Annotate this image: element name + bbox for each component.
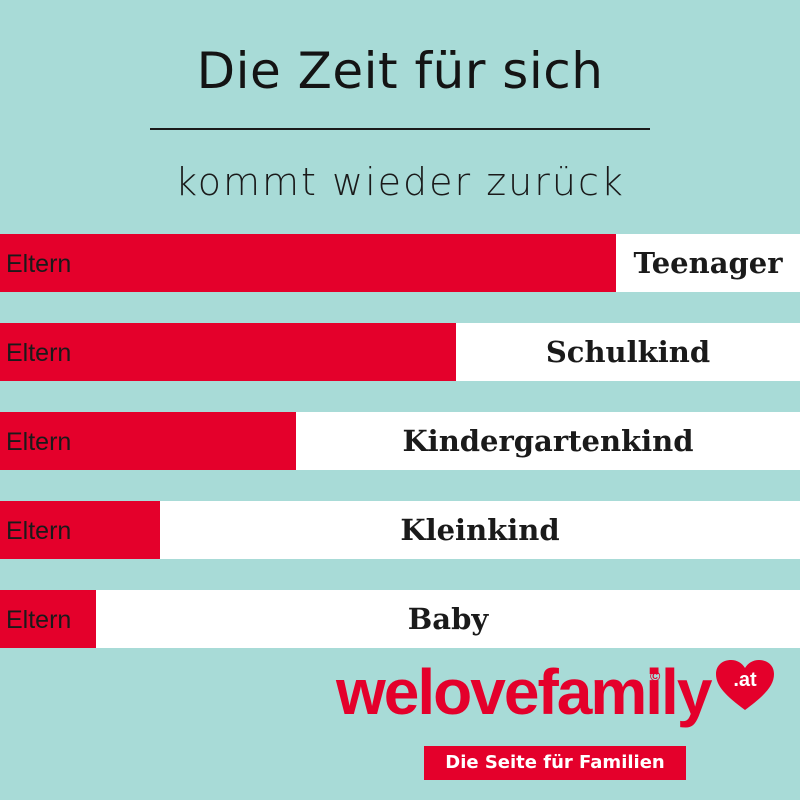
copyright-symbol: © <box>650 668 661 684</box>
heart-icon: .at <box>716 660 774 710</box>
bar-eltern-segment <box>0 501 160 559</box>
bar-eltern-segment <box>0 412 296 470</box>
bar-label-eltern: Eltern <box>6 517 71 545</box>
logo-domain: .at <box>733 669 757 691</box>
page-subtitle: kommt wieder zurück <box>175 160 625 204</box>
logo-wordmark: welovefamily <box>336 656 712 728</box>
bar-eltern-segment <box>0 590 96 648</box>
bar-label-category: Kindergartenkind <box>402 424 693 458</box>
bar-eltern-segment <box>0 234 616 292</box>
bar-label-eltern: Eltern <box>6 428 71 456</box>
bar-child-segment <box>0 590 800 648</box>
bar-label-eltern: Eltern <box>6 606 71 634</box>
brand-logo: welovefamily © .at Die Seite für Familie… <box>336 660 786 790</box>
bar-label-eltern: Eltern <box>6 339 71 367</box>
bar-label-category: Kleinkind <box>400 513 559 547</box>
bar-label-eltern: Eltern <box>6 250 71 278</box>
logo-tagline: Die Seite für Familien <box>424 746 686 780</box>
page-title: Die Zeit für sich <box>196 42 604 100</box>
bar-label-category: Schulkind <box>546 335 710 369</box>
bar-label-category: Baby <box>408 602 490 636</box>
bar-label-category: Teenager <box>633 246 783 280</box>
bar-eltern-segment <box>0 323 456 381</box>
bar-chart: Eltern Teenager Eltern Schulkind Eltern Kinde… <box>0 234 800 648</box>
title-divider <box>150 128 650 130</box>
